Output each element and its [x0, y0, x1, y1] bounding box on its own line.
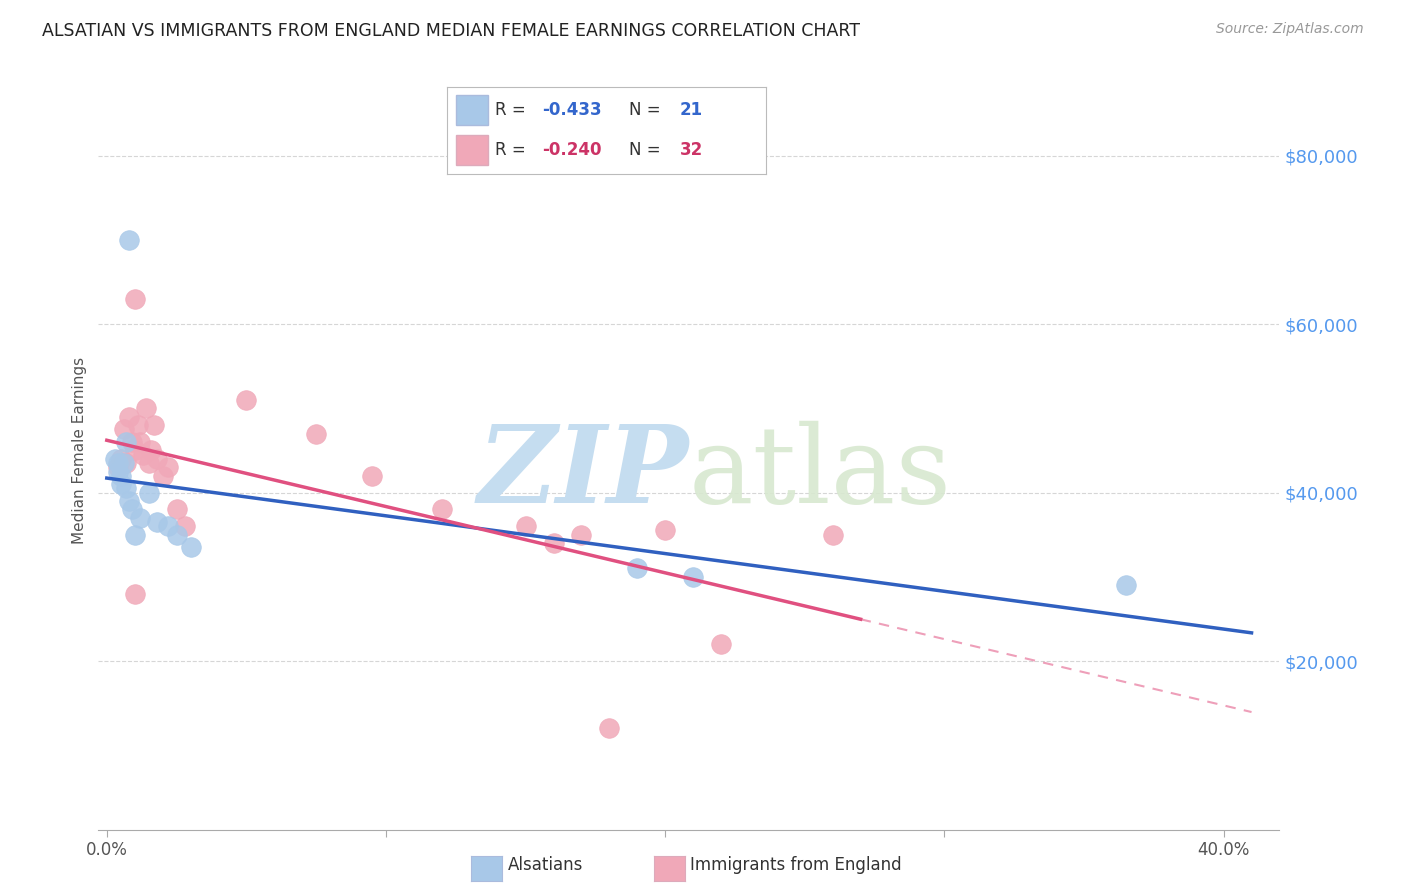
Point: [129, 435, 152, 450]
Point: [112, 456, 135, 470]
Point: [166, 502, 188, 516]
Point: [682, 570, 704, 584]
Point: [710, 637, 733, 651]
Point: [626, 561, 648, 575]
Text: Immigrants from England: Immigrants from England: [690, 856, 903, 874]
Point: [110, 468, 132, 483]
Point: [127, 418, 149, 433]
Point: [118, 494, 141, 508]
Point: [107, 465, 129, 479]
Point: [112, 422, 135, 436]
Point: [598, 722, 620, 736]
Point: [157, 519, 180, 533]
Point: [124, 587, 146, 601]
Point: [124, 527, 146, 541]
Point: [115, 435, 138, 450]
Point: [1115, 578, 1137, 592]
Point: [515, 519, 537, 533]
Point: [166, 527, 188, 541]
Text: ALSATIAN VS IMMIGRANTS FROM ENGLAND MEDIAN FEMALE EARNINGS CORRELATION CHART: ALSATIAN VS IMMIGRANTS FROM ENGLAND MEDI…: [42, 22, 860, 40]
Text: ZIP: ZIP: [478, 420, 689, 526]
Point: [121, 502, 143, 516]
Point: [157, 460, 180, 475]
Point: [361, 468, 384, 483]
Point: [121, 435, 143, 450]
Point: [174, 519, 197, 533]
Y-axis label: Median Female Earnings: Median Female Earnings: [72, 357, 87, 544]
Point: [571, 527, 593, 541]
Point: [152, 468, 174, 483]
Point: [115, 482, 138, 496]
Point: [124, 292, 146, 306]
Point: [132, 448, 155, 462]
Point: [235, 392, 257, 407]
Point: [118, 409, 141, 424]
Point: [135, 401, 157, 416]
Point: [107, 460, 129, 475]
Text: Source: ZipAtlas.com: Source: ZipAtlas.com: [1216, 22, 1364, 37]
Point: [124, 443, 146, 458]
Point: [143, 418, 166, 433]
Text: atlas: atlas: [689, 421, 952, 525]
Point: [110, 477, 132, 491]
Point: [146, 451, 169, 466]
Point: [110, 451, 132, 466]
Point: [821, 527, 844, 541]
Point: [146, 515, 169, 529]
Point: [141, 443, 163, 458]
Point: [654, 524, 676, 538]
Point: [129, 511, 152, 525]
Point: [430, 502, 453, 516]
Point: [104, 451, 127, 466]
Point: [107, 456, 129, 470]
Text: Alsatians: Alsatians: [508, 856, 583, 874]
Point: [118, 233, 141, 247]
Point: [543, 536, 565, 550]
Point: [115, 456, 138, 470]
Point: [180, 541, 202, 555]
Point: [138, 485, 160, 500]
Point: [138, 456, 160, 470]
Point: [305, 426, 328, 441]
